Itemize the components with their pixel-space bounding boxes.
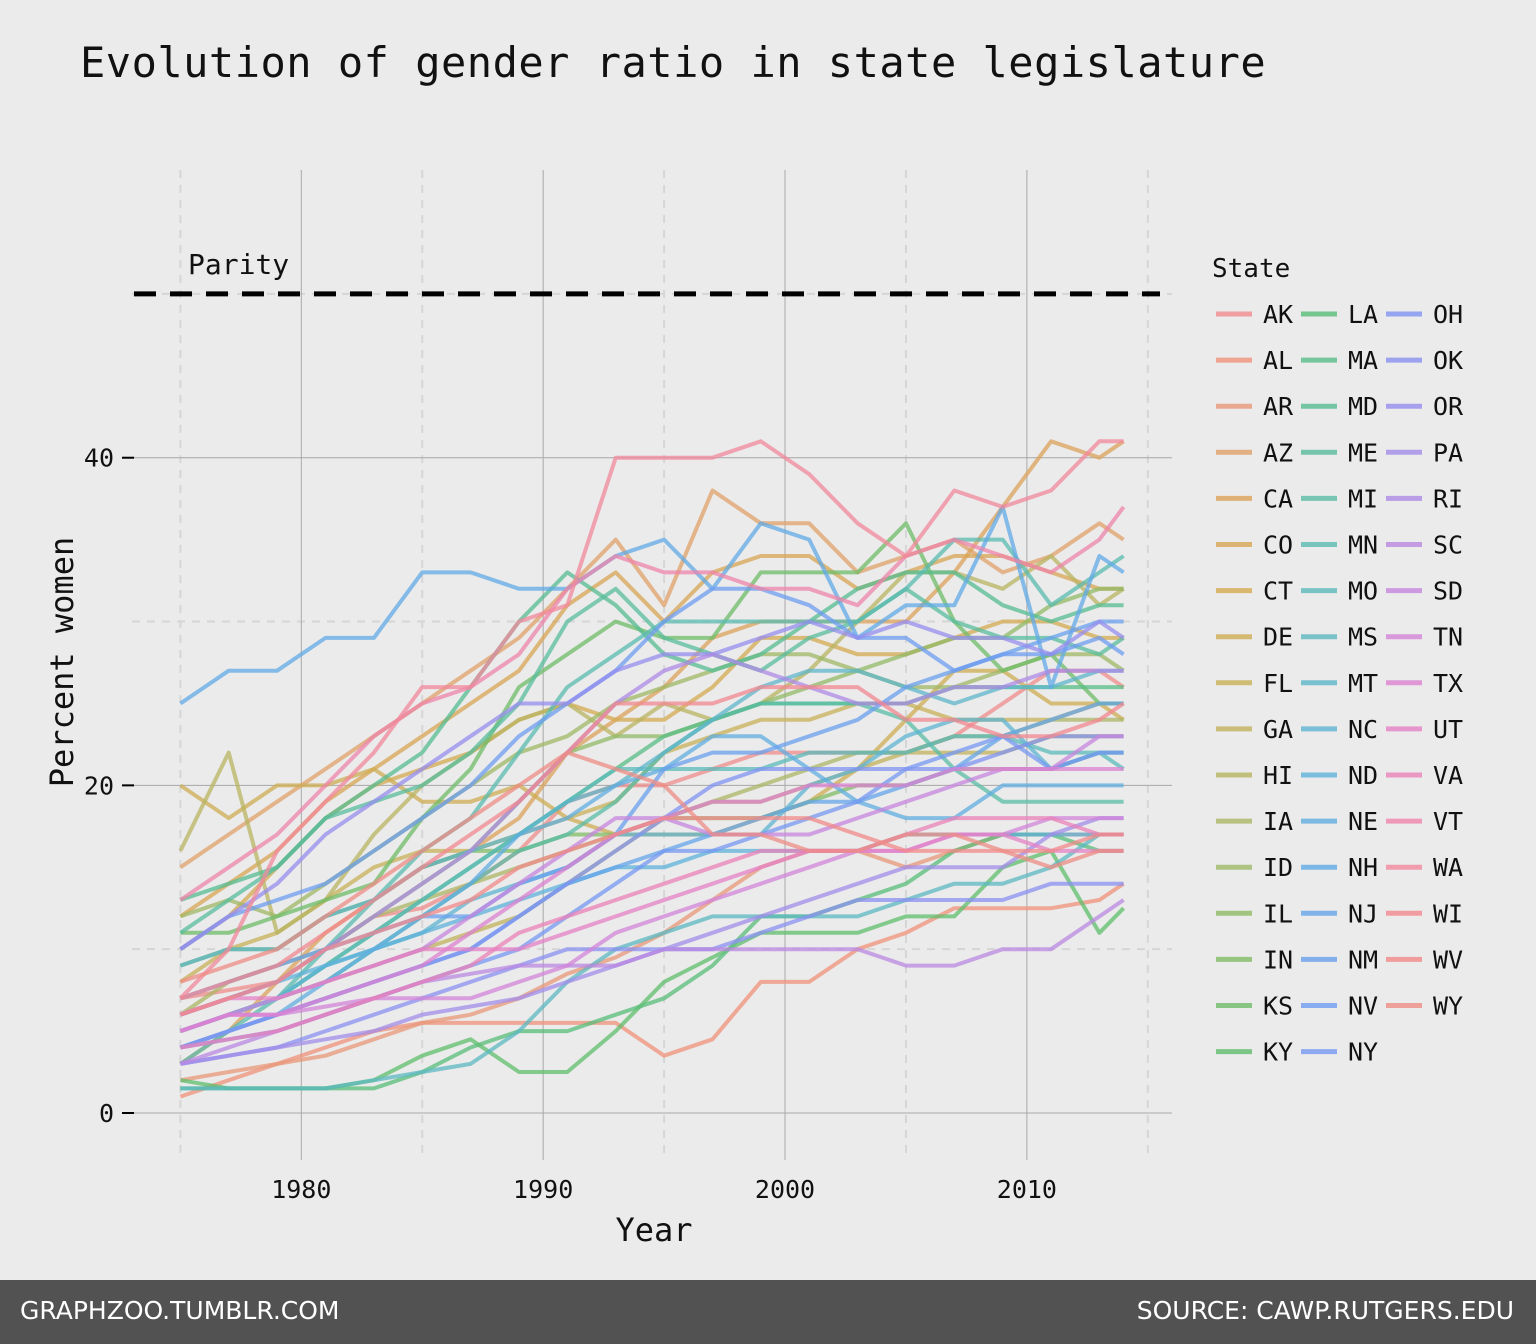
legend-label-TX: TX <box>1433 669 1463 698</box>
legend-label-KY: KY <box>1263 1038 1293 1067</box>
axis-layer: 0 20 40 1980 1990 2000 2010 Year Percent women <box>43 444 1057 1249</box>
series-line-ND <box>179 832 1124 1017</box>
series-line-OK <box>180 881 1124 1066</box>
legend-label-KS: KS <box>1263 992 1293 1021</box>
x-tick-label: 2000 <box>755 1175 815 1204</box>
legend-label-IL: IL <box>1263 899 1293 928</box>
chart-title: Evolution of gender ratio in state legis… <box>80 38 1267 87</box>
legend-label-CO: CO <box>1263 531 1293 560</box>
legend-label-VA: VA <box>1433 761 1463 790</box>
legend-label-NY: NY <box>1348 1038 1378 1067</box>
x-axis-title: Year <box>615 1211 692 1249</box>
series-line-WY <box>179 750 1124 984</box>
series-line-OR <box>179 619 1125 951</box>
series-line-WI <box>179 685 1125 1001</box>
legend-label-VT: VT <box>1433 807 1463 836</box>
legend-label-UT: UT <box>1433 715 1463 744</box>
series-line-UT <box>179 832 1124 1017</box>
x-tick-label: 1990 <box>513 1175 573 1204</box>
legend-label-WV: WV <box>1433 945 1463 974</box>
legend-label-HI: HI <box>1263 761 1293 790</box>
legend-label-OH: OH <box>1433 300 1463 329</box>
legend-label-GA: GA <box>1263 715 1293 744</box>
legend-title: State <box>1212 254 1290 284</box>
legend-label-IA: IA <box>1263 807 1293 836</box>
legend-label-FL: FL <box>1263 669 1293 698</box>
series-line-NH <box>179 504 1125 706</box>
legend-label-RI: RI <box>1433 484 1463 513</box>
legend-label-MT: MT <box>1348 669 1378 698</box>
legend-label-MO: MO <box>1348 577 1378 606</box>
series-line-AL <box>179 882 1125 1099</box>
y-tick-label: 0 <box>99 1099 114 1128</box>
legend-label-OR: OR <box>1433 392 1464 421</box>
legend-label-SC: SC <box>1433 531 1463 560</box>
legend-label-WI: WI <box>1433 899 1463 928</box>
legend-label-NM: NM <box>1348 945 1378 974</box>
legend-label-ME: ME <box>1348 438 1378 467</box>
legend-label-NJ: NJ <box>1348 899 1378 928</box>
legend-label-MD: MD <box>1348 392 1378 421</box>
footer-bar: GRAPHZOO.TUMBLR.COM SOURCE: CAWP.RUTGERS… <box>0 1280 1536 1344</box>
series-line-LA <box>180 832 1124 1091</box>
legend-label-OK: OK <box>1433 346 1463 375</box>
legend-label-MI: MI <box>1348 484 1378 513</box>
legend-label-ID: ID <box>1263 853 1293 882</box>
series-line-ME <box>179 586 1125 935</box>
footer-site-link[interactable]: GRAPHZOO.TUMBLR.COM <box>20 1296 340 1325</box>
y-axis-title: Percent women <box>43 537 81 787</box>
legend-label-TN: TN <box>1433 623 1463 652</box>
legend: State AK AL AR AZ CA CO CT DE FL GA HI IA ID IL IN KS KY L… <box>1212 254 1464 1067</box>
x-tick-label: 1980 <box>271 1175 331 1204</box>
parity-label: Parity <box>188 248 289 281</box>
legend-label-MA: MA <box>1348 346 1378 375</box>
series-layer <box>178 439 1126 1099</box>
legend-label-NV: NV <box>1348 992 1378 1021</box>
legend-label-CA: CA <box>1263 484 1293 513</box>
legend-label-AR: AR <box>1263 392 1294 421</box>
legend-label-MS: MS <box>1348 623 1378 652</box>
legend-label-CT: CT <box>1263 577 1293 606</box>
legend-label-PA: PA <box>1433 438 1463 467</box>
legend-label-AL: AL <box>1263 346 1293 375</box>
legend-label-AK: AK <box>1263 300 1293 329</box>
series-line-MS <box>180 832 1124 1091</box>
legend-label-NE: NE <box>1348 807 1378 836</box>
legend-label-WA: WA <box>1433 853 1463 882</box>
series-line-MT <box>179 668 1124 968</box>
series-line-RI <box>179 652 1124 1017</box>
y-tick-label: 40 <box>84 444 114 473</box>
legend-label-LA: LA <box>1348 300 1378 329</box>
parity-layer: Parity <box>134 248 1160 297</box>
series-line-WA <box>178 439 1124 1000</box>
series-line-NV <box>179 586 1125 951</box>
legend-label-WY: WY <box>1433 992 1463 1021</box>
x-tick-label: 2010 <box>997 1175 1057 1204</box>
series-line-VA <box>180 816 1124 1050</box>
series-line-AZ <box>179 488 1125 869</box>
legend-label-NH: NH <box>1348 853 1378 882</box>
plot-area: Parity 0 20 40 1980 1990 2000 2010 Year Percent … <box>43 170 1464 1249</box>
legend-label-AZ: AZ <box>1263 438 1293 467</box>
y-tick-label: 20 <box>84 771 114 800</box>
footer-source: SOURCE: CAWP.RUTGERS.EDU <box>1136 1296 1514 1325</box>
series-line-VT <box>179 505 1126 902</box>
legend-label-MN: MN <box>1348 531 1378 560</box>
legend-label-IN: IN <box>1263 945 1293 974</box>
series-line-WV <box>179 816 1124 1017</box>
legend-label-NC: NC <box>1348 715 1378 744</box>
legend-label-SD: SD <box>1433 577 1463 606</box>
legend-label-ND: ND <box>1348 761 1378 790</box>
legend-label-DE: DE <box>1263 623 1293 652</box>
